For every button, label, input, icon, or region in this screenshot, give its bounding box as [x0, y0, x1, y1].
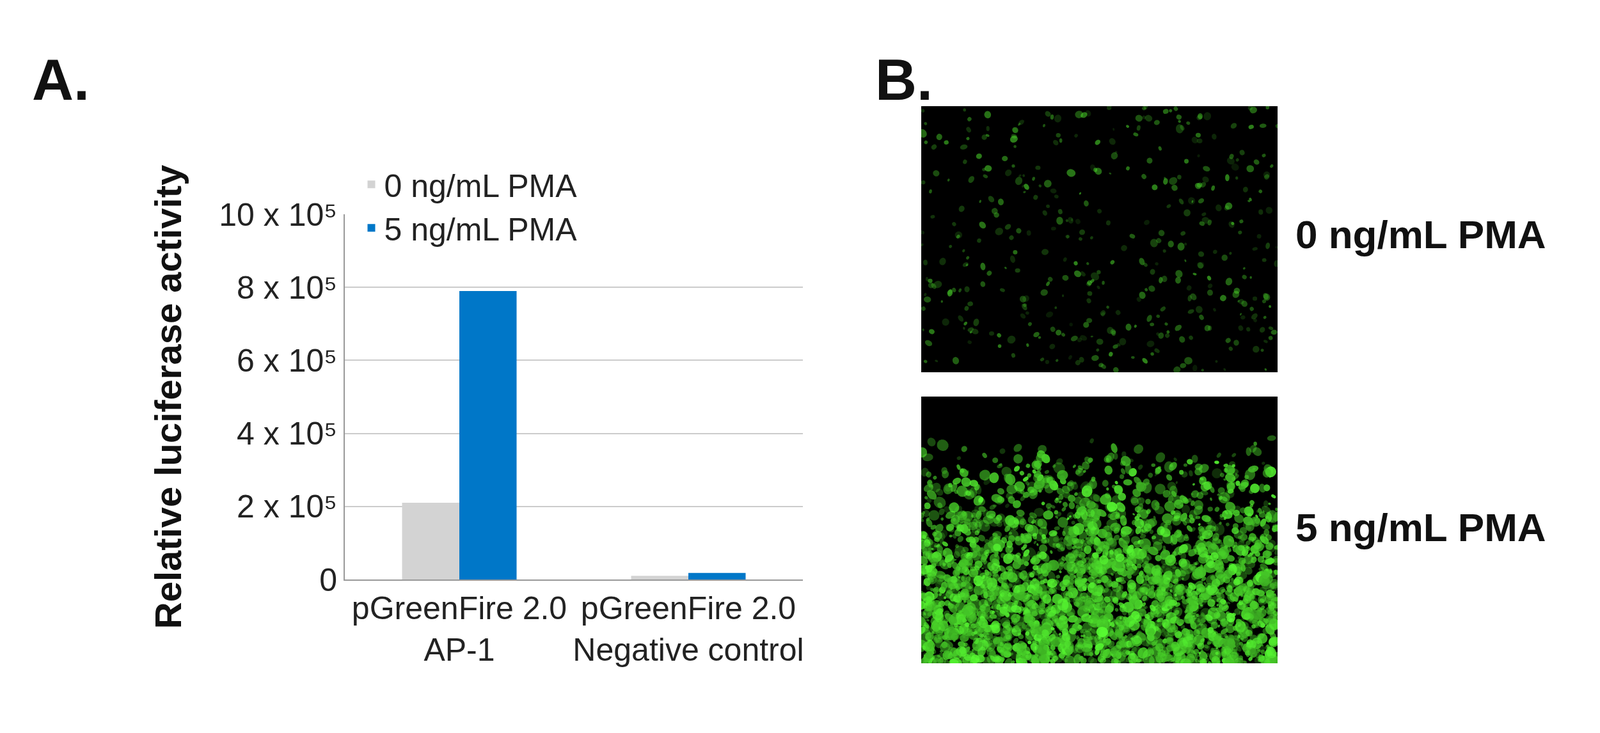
- svg-text:5 ng/mL PMA: 5 ng/mL PMA: [383, 211, 578, 248]
- svg-text:8 x 10⁵: 8 x 10⁵: [236, 269, 338, 306]
- svg-text:0 ng/mL PMA: 0 ng/mL PMA: [383, 168, 578, 205]
- svg-text:10 x 10⁵: 10 x 10⁵: [218, 197, 338, 233]
- html-text:A.: A.: [31, 47, 90, 112]
- svg-text:0: 0: [319, 562, 338, 599]
- html-text:5 ng/mL PMA: 5 ng/mL PMA: [1295, 505, 1547, 550]
- svg-text:Relative luciferase activity: Relative luciferase activity: [147, 165, 189, 629]
- svg-text:2 x 10⁵: 2 x 10⁵: [236, 488, 338, 525]
- svg-text:4 x 10⁵: 4 x 10⁵: [236, 415, 338, 452]
- svg-text:pGreenFire 2.0Negative control: pGreenFire 2.0Negative control: [572, 590, 804, 668]
- svg-text:6 x 10⁵: 6 x 10⁵: [236, 342, 338, 379]
- svg-text:pGreenFire 2.0AP-1: pGreenFire 2.0AP-1: [351, 590, 567, 668]
- html-text:0 ng/mL PMA: 0 ng/mL PMA: [1295, 212, 1547, 257]
- html-text:B.: B.: [875, 47, 933, 112]
